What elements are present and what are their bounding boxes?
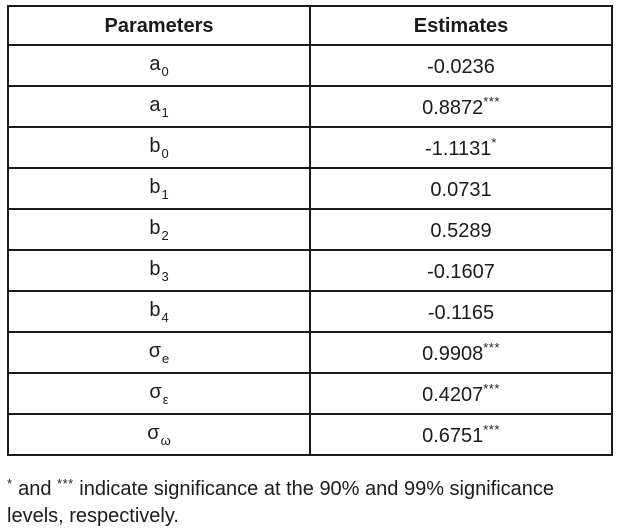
parameter-symbol: b — [149, 175, 161, 198]
estimate-value: 0.8872 — [422, 97, 484, 119]
parameter-cell: b1 — [7, 167, 311, 210]
estimate-value: 0.4207 — [422, 384, 484, 406]
parameter-symbol: σ — [148, 339, 162, 362]
parameter-subscript: ε — [162, 391, 169, 407]
estimate-value: 0.9908 — [422, 343, 484, 365]
table-row: σω 0.6751*** — [7, 413, 613, 456]
parameter-symbol: b — [149, 134, 161, 157]
significance-stars: *** — [483, 340, 500, 355]
parameter-cell: σω — [7, 413, 311, 456]
table-row: b4 -0.1165 — [7, 290, 613, 333]
parameter-subscript: e — [162, 350, 170, 366]
table-row: σε 0.4207*** — [7, 372, 613, 415]
parameter-cell: σe — [7, 331, 311, 374]
parameter-symbol: σ — [147, 421, 160, 444]
estimate-cell: 0.5289 — [309, 208, 613, 251]
estimates-column-header: Estimates — [309, 5, 613, 46]
parameter-subscript: 4 — [161, 309, 169, 325]
parameter-cell: a1 — [7, 85, 311, 128]
triple-star-symbol: *** — [57, 476, 74, 491]
estimate-cell: 0.8872*** — [309, 85, 613, 128]
single-star-symbol: * — [7, 476, 13, 491]
parameter-subscript: 1 — [161, 104, 169, 120]
parameter-estimates-table: Parameters Estimates a0 -0.0236 a1 0.887… — [7, 5, 613, 456]
parameters-column-header: Parameters — [7, 5, 311, 46]
estimate-cell: 0.0731 — [309, 167, 613, 210]
parameter-cell: b2 — [7, 208, 311, 251]
parameter-subscript: 2 — [161, 227, 169, 243]
parameter-cell: a0 — [7, 44, 311, 87]
estimate-cell: 0.9908*** — [309, 331, 613, 374]
estimate-value: 0.5289 — [430, 220, 492, 242]
parameter-symbol: σ — [149, 380, 162, 403]
table-row: a0 -0.0236 — [7, 44, 613, 87]
parameter-symbol: a — [149, 52, 161, 75]
table-row: b3 -0.1607 — [7, 249, 613, 292]
parameter-symbol: b — [149, 298, 161, 321]
estimate-cell: 0.4207*** — [309, 372, 613, 415]
parameter-subscript: ω — [160, 432, 171, 448]
table-row: b0 -1.1131* — [7, 126, 613, 169]
significance-stars: *** — [483, 422, 500, 437]
estimate-value: -0.0236 — [427, 56, 495, 78]
table-row: b1 0.0731 — [7, 167, 613, 210]
table-row: a1 0.8872*** — [7, 85, 613, 128]
parameter-symbol: a — [149, 93, 161, 116]
estimate-value: -0.1165 — [427, 302, 495, 324]
estimate-cell: -1.1131* — [309, 126, 613, 169]
footnote-line-1: * and *** indicate significance at the 9… — [7, 470, 612, 503]
table-row: b2 0.5289 — [7, 208, 613, 251]
significance-footnote: * and *** indicate significance at the 9… — [7, 470, 612, 530]
parameter-symbol: b — [149, 257, 161, 280]
parameter-subscript: 3 — [161, 268, 169, 284]
parameter-cell: b0 — [7, 126, 311, 169]
estimate-cell: -0.0236 — [309, 44, 613, 87]
estimate-cell: 0.6751*** — [309, 413, 613, 456]
significance-stars: * — [491, 135, 497, 150]
parameter-cell: b3 — [7, 249, 311, 292]
parameter-symbol: b — [149, 216, 161, 239]
parameter-cell: σε — [7, 372, 311, 415]
footnote-text: and — [12, 478, 58, 500]
estimate-cell: -0.1607 — [309, 249, 613, 292]
parameter-subscript: 0 — [161, 145, 169, 161]
estimate-value: 0.6751 — [422, 425, 484, 447]
footnote-text: indicate significance at the 90% and 99%… — [73, 478, 555, 500]
header-row: Parameters Estimates — [7, 5, 613, 46]
estimate-value: 0.0731 — [430, 179, 492, 201]
estimate-value: -0.1607 — [427, 261, 495, 283]
parameter-subscript: 0 — [161, 63, 169, 79]
parameter-cell: b4 — [7, 290, 311, 333]
estimate-cell: -0.1165 — [309, 290, 613, 333]
significance-stars: *** — [483, 94, 500, 109]
results-table-container: Parameters Estimates a0 -0.0236 a1 0.887… — [7, 5, 613, 456]
table-row: σe 0.9908*** — [7, 331, 613, 374]
parameter-subscript: 1 — [161, 186, 169, 202]
footnote-line-2: levels, respectively. — [7, 505, 179, 527]
significance-stars: *** — [483, 381, 500, 396]
estimate-value: -1.1131 — [425, 138, 492, 160]
